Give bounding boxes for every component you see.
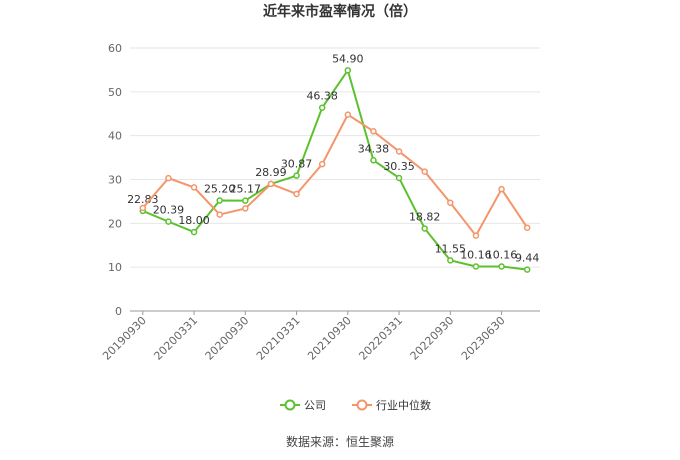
- point: [318, 104, 326, 111]
- data-label: 10.16: [460, 248, 492, 261]
- data-label: 18.82: [409, 211, 441, 224]
- x-tick-label: 20200331: [151, 314, 200, 363]
- y-tick-label: 50: [108, 86, 122, 99]
- point: [498, 185, 505, 193]
- x-tick-label: 20230630: [459, 314, 508, 363]
- x-tick-label: 20220331: [356, 314, 405, 363]
- point: [370, 157, 377, 164]
- data-label: 28.99: [255, 166, 287, 179]
- x-tick-label: 20220930: [408, 314, 457, 363]
- point: [293, 172, 300, 179]
- y-tick-label: 60: [108, 42, 122, 55]
- data-label: 20.39: [153, 204, 185, 217]
- point: [216, 211, 223, 218]
- data-label: 9.44: [515, 252, 540, 265]
- source: 数据来源：恒生聚源: [286, 434, 394, 449]
- point: [242, 205, 249, 212]
- point: [242, 197, 249, 204]
- legend-label: 公司: [304, 399, 326, 412]
- point: [139, 204, 147, 212]
- legend-marker: [356, 399, 368, 411]
- data-label: 34.38: [358, 142, 390, 155]
- data-label: 10.16: [486, 248, 518, 261]
- data-label: 30.35: [383, 160, 415, 173]
- point: [216, 197, 223, 204]
- y-tick-label: 40: [108, 130, 122, 143]
- point: [344, 67, 352, 74]
- data-label: 11.55: [435, 242, 467, 255]
- data-label: 25.20: [204, 183, 236, 196]
- y-tick-label: 10: [108, 261, 122, 274]
- point: [447, 199, 454, 206]
- data-label: 46.38: [306, 90, 338, 103]
- point: [395, 174, 403, 182]
- point: [190, 184, 198, 191]
- legend-marker: [284, 399, 296, 411]
- x-tick-label: 20200930: [203, 314, 252, 363]
- point: [523, 224, 531, 231]
- data-label: 22.83: [127, 193, 159, 206]
- x-tick-label: 20190930: [100, 314, 149, 363]
- point: [395, 148, 403, 155]
- point: [498, 263, 505, 270]
- point: [190, 228, 198, 236]
- point: [472, 263, 480, 270]
- point: [165, 218, 172, 225]
- point: [421, 168, 428, 175]
- chart-title: 近年来市盈率情况（倍）: [263, 3, 417, 20]
- legend-label: 行业中位数: [376, 398, 431, 412]
- y-tick-label: 30: [108, 174, 122, 187]
- point: [523, 266, 531, 273]
- point: [344, 111, 352, 118]
- point: [472, 232, 480, 239]
- data-label: 30.87: [281, 158, 313, 171]
- series-line: [142, 113, 529, 238]
- y-tick-label: 20: [108, 217, 122, 230]
- data-label: 54.90: [332, 52, 364, 65]
- point: [421, 225, 428, 232]
- data-label: 18.00: [178, 214, 210, 227]
- point: [267, 180, 275, 188]
- data-label: 25.17: [230, 183, 262, 196]
- point: [318, 160, 326, 168]
- x-tick-label: 20210331: [254, 314, 303, 363]
- point: [370, 128, 377, 135]
- x-tick-label: 20210930: [305, 314, 354, 363]
- y-tick-label: 0: [115, 305, 122, 318]
- point: [293, 190, 300, 198]
- series-line: [142, 68, 528, 271]
- point: [165, 174, 172, 182]
- point: [447, 257, 454, 264]
